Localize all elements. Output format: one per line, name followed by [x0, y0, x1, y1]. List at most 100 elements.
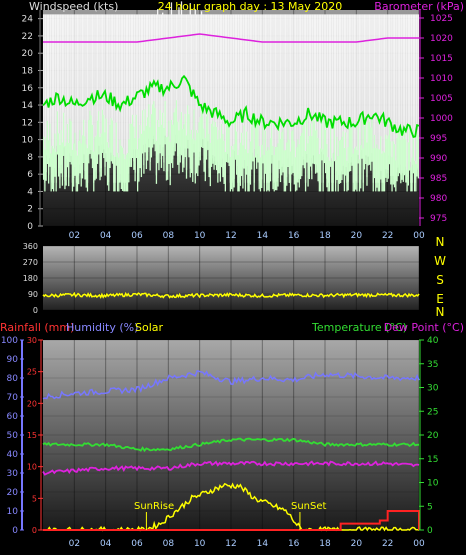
humidity-tick-label: 100 [1, 336, 18, 346]
time-tick-label: 20 [351, 231, 363, 241]
time-tick-label: 10 [194, 231, 206, 241]
rainfall-axis-title: Rainfall (mm) [0, 321, 74, 334]
time-tick-label: 06 [131, 539, 143, 549]
time-tick-label: 06 [131, 231, 143, 241]
time-tick-label: 16 [288, 539, 300, 549]
wind-tick-label: 20 [22, 49, 34, 59]
sunrise-label: SunRise [134, 501, 174, 512]
time-tick-label: 02 [69, 539, 80, 549]
barometer-tick-label: 1025 [430, 14, 453, 24]
barometer-tick-label: 1015 [430, 54, 453, 64]
dewpoint-axis-title: Dew Point (°C) [384, 321, 464, 334]
humidity-tick-label: 60 [7, 412, 19, 422]
time-tick-label: 22 [382, 539, 393, 549]
temp-tick-label: 20 [427, 431, 439, 441]
rain-tick-label: 0 [32, 526, 37, 535]
time-tick-label: 00 [413, 231, 425, 241]
temperature-line [42, 437, 420, 453]
time-tick-label: 08 [163, 231, 175, 241]
humidity-tick-label: 40 [7, 450, 19, 460]
barometer-tick-label: 1000 [430, 114, 453, 124]
humidity-tick-label: 20 [7, 488, 19, 498]
time-tick-label: 14 [257, 539, 269, 549]
barometer-line [43, 33, 419, 43]
time-tick-label: 04 [100, 231, 112, 241]
environment-plot-area [43, 340, 419, 530]
barometer-tick-label: 990 [430, 154, 447, 164]
wind-tick-label: 0 [27, 222, 33, 232]
wind-tick-label: 4 [27, 187, 33, 197]
temp-tick-label: 5 [427, 502, 433, 512]
barometer-tick-label: 975 [430, 214, 447, 224]
temp-tick-label: 15 [427, 455, 438, 465]
humidity-line [42, 369, 420, 400]
compass-label: E [436, 292, 444, 306]
barometer-axis-title: Barometer (kPa) [374, 0, 464, 13]
wind-tick-label: 2 [27, 205, 33, 215]
temp-tick-label: 40 [427, 336, 439, 346]
direction-tick-label: 90 [28, 290, 38, 299]
temperature-axis-title: Temperature (°C) [311, 321, 407, 334]
rain-tick-label: 5 [32, 494, 37, 503]
wind-mean-line [42, 74, 420, 138]
time-tick-label: 12 [225, 539, 236, 549]
wind-tick-label: 24 [22, 15, 34, 25]
graph-title: 24 hour graph day : 13 May 2020 [158, 0, 343, 13]
time-tick-label: 02 [69, 231, 80, 241]
wind-tick-label: 16 [22, 84, 34, 94]
rain-tick-label: 20 [27, 399, 37, 408]
rain-tick-label: 15 [27, 431, 37, 440]
time-tick-label: 04 [100, 539, 112, 549]
wind-tick-label: 18 [22, 66, 34, 76]
solar-axis-title: Solar [135, 321, 164, 334]
time-tick-label: 18 [319, 231, 331, 241]
dewpoint-line [42, 460, 420, 476]
barometer-tick-label: 1005 [430, 94, 453, 104]
direction-tick-label: 270 [23, 258, 38, 267]
direction-line [42, 291, 420, 299]
temp-tick-label: 25 [427, 407, 438, 417]
compass-label: N [436, 305, 445, 319]
barometer-tick-label: 1020 [430, 34, 453, 44]
humidity-tick-label: 50 [7, 431, 19, 441]
direction-tick-label: 360 [23, 242, 38, 251]
humidity-tick-label: 30 [7, 469, 19, 479]
windspeed-axis-title: Windspeed (kts) [29, 0, 118, 13]
time-tick-label: 08 [163, 539, 175, 549]
direction-plot-area [43, 246, 419, 310]
time-tick-label: 20 [351, 539, 363, 549]
barometer-tick-label: 995 [430, 134, 447, 144]
compass-label: S [436, 273, 444, 287]
compass-label: N [436, 235, 445, 249]
time-tick-label: 22 [382, 231, 393, 241]
time-tick-label: 10 [194, 539, 206, 549]
humidity-tick-label: 70 [7, 393, 19, 403]
rainfall-line [43, 510, 420, 531]
wind-tick-label: 8 [27, 153, 33, 163]
temp-tick-label: 0 [427, 526, 433, 536]
time-tick-label: 18 [319, 539, 331, 549]
rain-tick-label: 25 [27, 368, 37, 377]
time-tick-label: 12 [225, 231, 236, 241]
humidity-tick-label: 90 [7, 355, 19, 365]
temp-tick-label: 10 [427, 479, 439, 489]
rain-tick-label: 10 [27, 463, 37, 472]
barometer-tick-label: 980 [430, 194, 447, 204]
rain-tick-label: 30 [27, 336, 37, 345]
barometer-tick-label: 1010 [430, 74, 453, 84]
wind-tick-label: 6 [27, 170, 33, 180]
sunset-label: SunSet [291, 501, 327, 512]
direction-tick-label: 180 [23, 274, 38, 283]
compass-label: W [434, 254, 446, 268]
humidity-tick-label: 80 [7, 374, 19, 384]
wind-tick-label: 14 [22, 101, 34, 111]
time-tick-label: 00 [413, 539, 425, 549]
time-tick-label: 16 [288, 231, 300, 241]
wind-tick-label: 10 [22, 136, 34, 146]
temp-tick-label: 35 [427, 360, 438, 370]
wind-tick-label: 22 [22, 32, 33, 42]
time-tick-label: 14 [257, 231, 269, 241]
humidity-tick-label: 10 [7, 507, 19, 517]
